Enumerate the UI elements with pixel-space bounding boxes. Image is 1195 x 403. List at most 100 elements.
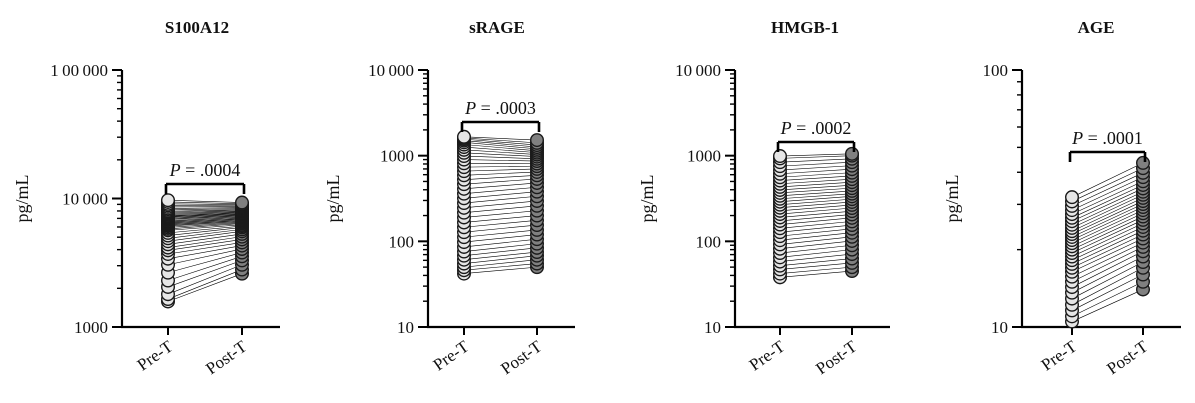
pair-line xyxy=(1071,234,1144,269)
pair-line xyxy=(779,184,853,191)
pair-line xyxy=(463,174,538,180)
pair-line xyxy=(167,203,243,205)
pair-line xyxy=(1071,197,1144,232)
pair-line xyxy=(463,243,538,252)
panel-srage: sRAGE pg/mL 10 100 1000 10 000 Pre-T Post-T P = … xyxy=(323,18,575,378)
pair-line xyxy=(167,209,243,212)
pair-line xyxy=(463,165,538,168)
pair-line xyxy=(779,207,853,215)
pair-line xyxy=(463,215,538,223)
pair-line xyxy=(167,221,243,227)
pair-line xyxy=(463,186,538,194)
y-axis-label: pg/mL xyxy=(942,175,962,223)
y-tick-label: 1000 xyxy=(687,147,721,166)
p-value-label: P = .0004 xyxy=(169,160,241,180)
pair-line xyxy=(167,215,243,220)
pair-line xyxy=(463,195,538,204)
pair-line xyxy=(779,175,853,181)
pair-line xyxy=(1071,213,1144,247)
pair-line xyxy=(779,232,853,241)
pair-line xyxy=(1071,194,1144,229)
pair-line xyxy=(779,168,853,175)
pair-line xyxy=(1071,172,1144,207)
pair-line xyxy=(779,187,853,194)
pair-line xyxy=(779,224,853,233)
pair-line xyxy=(1071,261,1144,299)
pair-line xyxy=(463,171,538,176)
pair-line xyxy=(779,262,853,270)
pair-line xyxy=(167,256,243,281)
pair-line xyxy=(1071,181,1144,215)
pair-line xyxy=(167,229,243,239)
pair-line xyxy=(779,266,853,274)
p-value: = .0004 xyxy=(181,160,241,180)
pair-line xyxy=(779,193,853,200)
x-category-label: Post-T xyxy=(497,336,546,378)
pair-line xyxy=(1071,188,1144,222)
chart-title: AGE xyxy=(1078,18,1115,37)
pair-line xyxy=(167,223,243,230)
pre-t-point xyxy=(457,129,472,144)
pair-line xyxy=(167,211,243,215)
pair-line xyxy=(463,229,538,238)
pair-line xyxy=(167,252,243,273)
pair-line xyxy=(1071,281,1144,317)
pair-line xyxy=(463,266,538,274)
panel-hmgb-1: HMGB-1 pg/mL 10 100 1000 10 000 Pre-T Post-T P =… xyxy=(637,18,890,378)
pair-line xyxy=(779,258,853,266)
pair-line xyxy=(779,249,853,258)
pair-line xyxy=(1071,209,1144,244)
pair-line xyxy=(463,234,538,243)
x-category-label: Post-T xyxy=(1103,336,1152,378)
pair-line xyxy=(779,217,853,225)
p-value-label: P = .0003 xyxy=(464,98,536,118)
p-symbol: P xyxy=(464,98,476,118)
pair-line xyxy=(463,205,538,213)
pair-line xyxy=(463,152,538,157)
pair-line xyxy=(463,247,538,256)
pair-line xyxy=(1071,223,1144,257)
pair-line xyxy=(167,220,243,226)
pair-line xyxy=(167,225,243,234)
pair-line xyxy=(463,138,538,146)
y-axis-label: pg/mL xyxy=(323,175,343,223)
pair-line xyxy=(779,240,853,250)
pair-line xyxy=(463,142,538,150)
pair-line xyxy=(1071,289,1144,322)
pair-line xyxy=(1071,200,1144,235)
pair-line xyxy=(463,159,538,162)
pair-line xyxy=(779,196,853,203)
pair-line xyxy=(167,222,243,228)
chart-title: sRAGE xyxy=(469,18,525,37)
y-tick-label: 100 xyxy=(983,61,1009,80)
chart-title: S100A12 xyxy=(165,18,229,37)
pair-line xyxy=(1071,162,1144,198)
pair-line xyxy=(463,255,538,264)
pair-line xyxy=(463,146,538,153)
pair-line xyxy=(779,165,853,171)
post-t-point xyxy=(845,146,860,161)
pair-line xyxy=(779,210,853,218)
pair-line xyxy=(463,136,538,141)
x-category-label: Post-T xyxy=(812,336,861,378)
pair-line xyxy=(167,212,243,216)
x-category-label: Pre-T xyxy=(430,336,473,374)
pair-line xyxy=(463,263,538,271)
post-t-point xyxy=(234,195,249,210)
y-tick-label: 1000 xyxy=(74,318,108,337)
y-tick-label: 1000 xyxy=(380,147,414,166)
pair-line xyxy=(463,220,538,228)
pair-line xyxy=(1071,242,1144,277)
p-value-label: P = .0002 xyxy=(780,118,852,138)
pair-line xyxy=(779,236,853,245)
pair-line xyxy=(779,198,853,205)
pair-line xyxy=(1071,216,1144,250)
pair-line xyxy=(167,224,243,231)
pair-line xyxy=(1071,167,1144,202)
pair-line xyxy=(779,153,853,157)
x-category-label: Pre-T xyxy=(1038,336,1081,374)
pair-line xyxy=(167,239,243,251)
pair-line xyxy=(167,269,243,300)
y-axis-label: pg/mL xyxy=(637,175,657,223)
y-axis-label: pg/mL xyxy=(12,175,32,223)
